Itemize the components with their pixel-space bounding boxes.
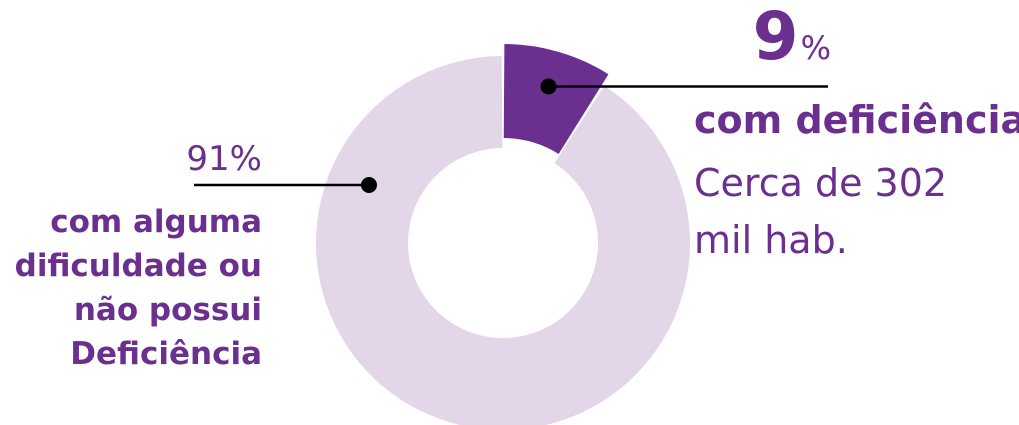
deficiency-leader-dot <box>540 78 557 95</box>
deficiency-detail: Cerca de 302 mil hab. <box>694 161 948 262</box>
slice-other <box>316 56 690 425</box>
other-leader-dot <box>361 177 377 193</box>
slices-group <box>316 44 690 425</box>
leaders-group <box>194 78 828 193</box>
deficiency-percent-symbol: % <box>800 29 831 67</box>
deficiency-percent-value: 9 <box>752 0 799 75</box>
other-label: com alguma dificuldade ou não possui Def… <box>14 204 262 372</box>
slice-deficiency <box>503 44 609 154</box>
other-percent: 91% <box>186 139 262 179</box>
deficiency-label: com deficiência <box>694 98 1019 142</box>
deficiency-percent: 9% <box>753 4 831 70</box>
